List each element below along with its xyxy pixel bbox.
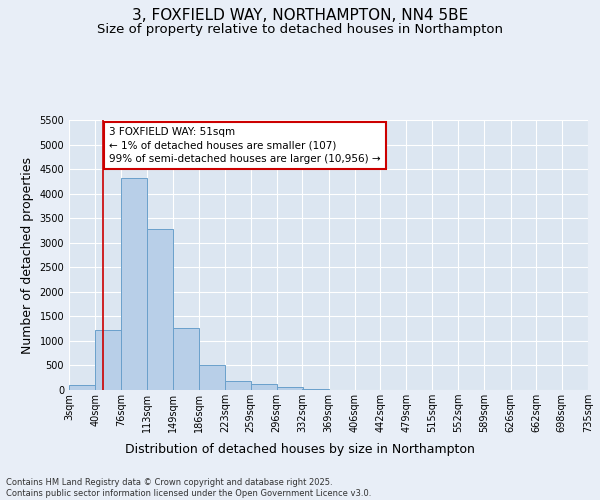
Text: 3 FOXFIELD WAY: 51sqm
← 1% of detached houses are smaller (107)
99% of semi-deta: 3 FOXFIELD WAY: 51sqm ← 1% of detached h… (109, 128, 381, 164)
Bar (199, 366, 225, 390)
Bar (69, 384, 95, 390)
Bar (225, 380, 251, 390)
Text: 3, FOXFIELD WAY, NORTHAMPTON, NN4 5BE: 3, FOXFIELD WAY, NORTHAMPTON, NN4 5BE (132, 8, 468, 22)
Bar (95, 330, 121, 390)
Bar (302, 389, 329, 390)
Text: Distribution of detached houses by size in Northampton: Distribution of detached houses by size … (125, 442, 475, 456)
Text: Contains HM Land Registry data © Crown copyright and database right 2025.
Contai: Contains HM Land Registry data © Crown c… (6, 478, 371, 498)
Text: Size of property relative to detached houses in Northampton: Size of property relative to detached ho… (97, 22, 503, 36)
Y-axis label: Number of detached properties: Number of detached properties (21, 156, 34, 354)
Bar (251, 384, 277, 390)
Bar (121, 178, 147, 390)
Bar (173, 328, 199, 390)
Bar (277, 388, 303, 390)
Bar (147, 229, 173, 390)
